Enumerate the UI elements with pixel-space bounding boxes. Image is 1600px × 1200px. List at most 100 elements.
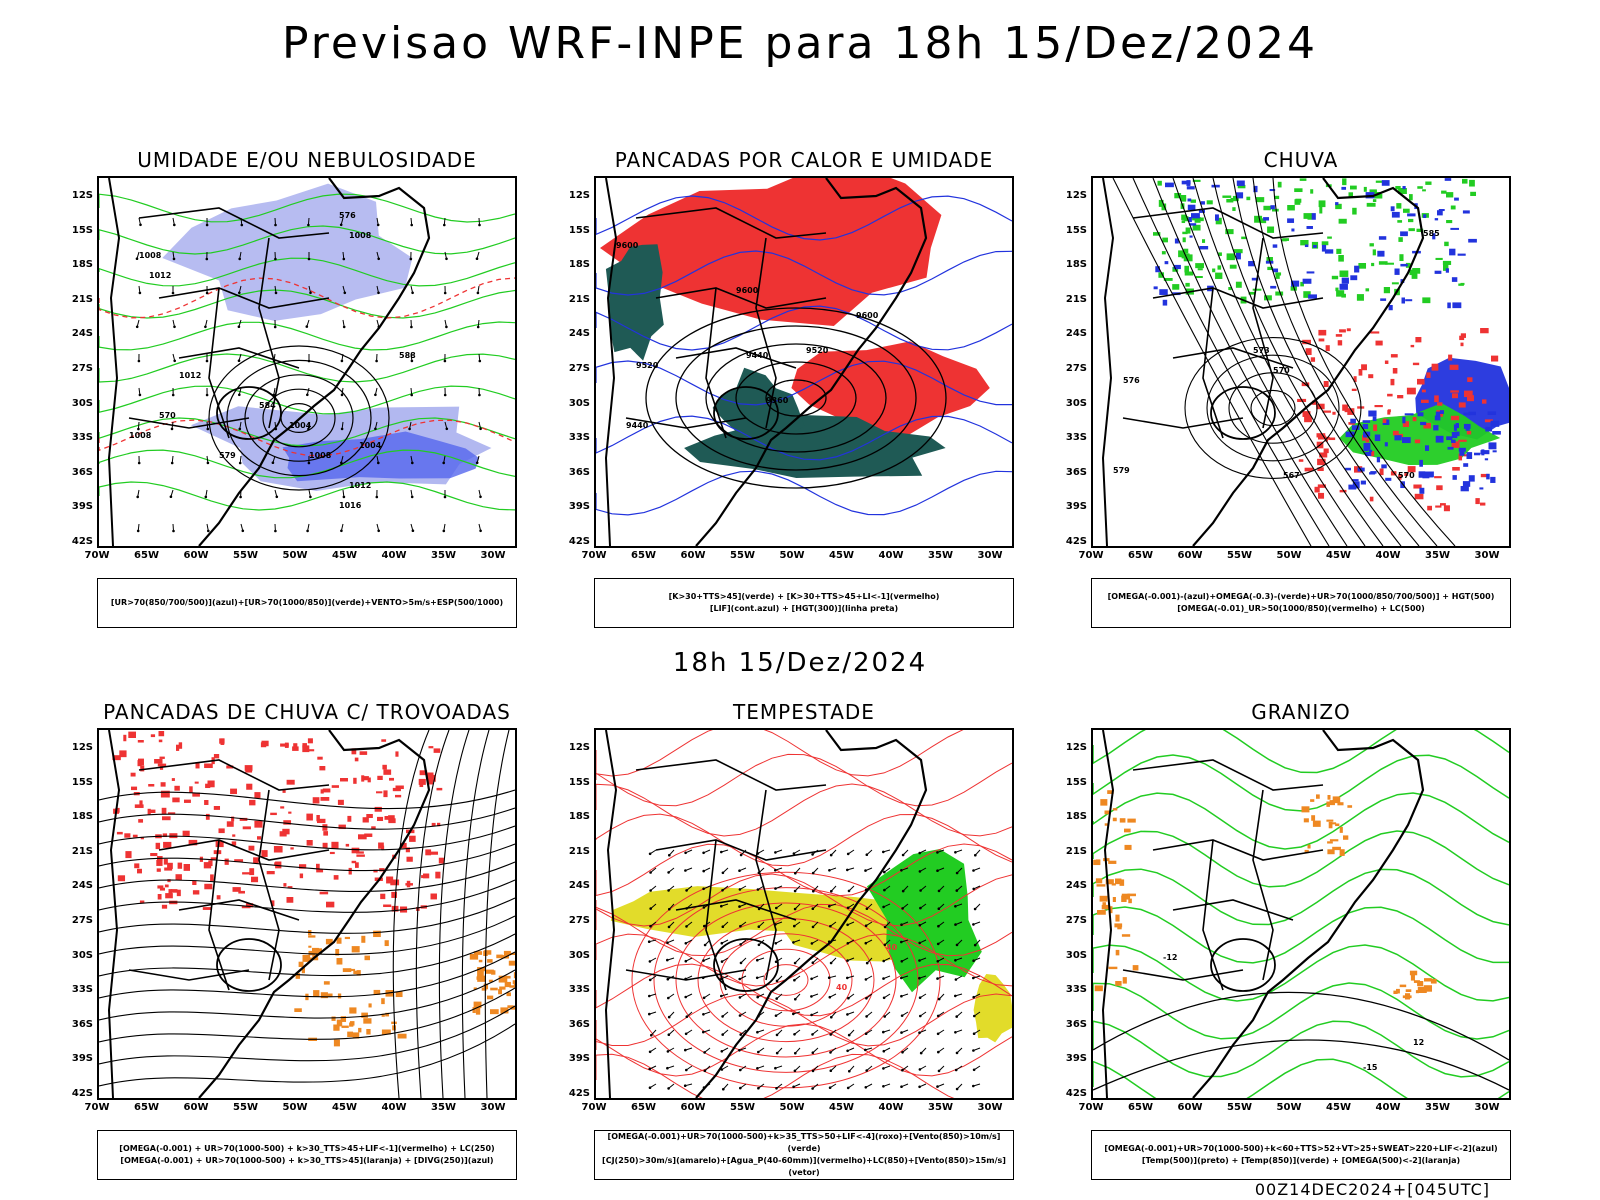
wind850-vector [919, 1051, 923, 1055]
omega-strong [1254, 215, 1263, 223]
wind850-vector [703, 1051, 706, 1054]
omega-weak [1388, 305, 1393, 311]
lon-tick-label: 55W [233, 1102, 258, 1113]
omega-rh-area [1443, 505, 1450, 512]
omega-weak [1435, 435, 1444, 443]
omega-strong [1371, 262, 1375, 267]
omega-strong [1365, 288, 1370, 292]
omega-strong [1294, 188, 1303, 193]
shower-area [392, 1025, 396, 1031]
omega-strong [1417, 186, 1423, 189]
omega-strong [1405, 262, 1411, 268]
omega-weak [1173, 264, 1181, 270]
omega-rh-area [1318, 492, 1325, 499]
wind850-vector [882, 959, 885, 963]
omega-strong [1408, 228, 1415, 232]
instability-li-area [600, 178, 942, 326]
wind-vector [307, 461, 311, 465]
wind850-vector [830, 1015, 833, 1019]
omega500-area [1108, 966, 1118, 970]
thunderstorm-area [331, 785, 339, 788]
thunderstorm-area [171, 778, 175, 781]
wind850-vector [955, 943, 959, 947]
omega-weak [1381, 180, 1390, 186]
wind850-vector [739, 1086, 742, 1090]
wind850-vector [918, 941, 921, 945]
omega-rh-area [1318, 338, 1325, 342]
omega-weak [1438, 209, 1445, 212]
thunderstorm-area [302, 743, 307, 748]
wind850-vector [900, 940, 903, 944]
thunderstorm-area [348, 867, 352, 875]
omega-strong [1222, 195, 1232, 198]
omega-weak [1188, 217, 1192, 223]
wind850-vector [702, 851, 705, 855]
omega-strong [1153, 232, 1161, 236]
omega-rh-area [1426, 372, 1431, 378]
map-umidade: 1008 1008 1012 1012 1004 1004 1008 1008 1016 1012… [97, 176, 517, 548]
contour-label: 12 [1413, 1038, 1424, 1047]
lat-tick-label: 42S [568, 1088, 590, 1099]
lc850-contour [675, 902, 897, 1058]
omega-strong [1180, 195, 1187, 202]
wind-vector [377, 461, 380, 465]
omega-rh-area [1414, 439, 1421, 444]
omega500-area [1114, 923, 1123, 928]
water-vapor-contour [596, 730, 964, 777]
lon-tick-label: 45W [1326, 1102, 1351, 1113]
wind850-vector [775, 1051, 779, 1055]
lat-tick-label: 30S [71, 397, 93, 409]
thunderstorm-area [373, 869, 378, 873]
contour-label: 9600 [616, 241, 639, 250]
thunderstorm-area [226, 765, 234, 769]
thunderstorm-area [345, 843, 350, 847]
omega500-area [1104, 823, 1109, 826]
thunderstorm-area [280, 806, 285, 809]
omega-rh-area [1436, 485, 1443, 491]
omega-weak [1402, 416, 1406, 424]
streamline-250hpa [99, 789, 515, 810]
omega500-area [1417, 981, 1424, 987]
lat-tick-label: 30S [71, 949, 93, 961]
contour-label: 9360 [766, 396, 789, 405]
omega-strong [1158, 199, 1164, 207]
contour-label: 576 [1123, 376, 1140, 385]
lon-axis: 70W 65W 60W 55W 50W 45W 40W 35W 30W [85, 550, 517, 564]
omega-rh-area [1375, 340, 1383, 346]
omega-rh-area [1404, 473, 1409, 476]
omega500-area [1312, 820, 1321, 827]
lat-tick-label: 18S [1065, 811, 1087, 823]
wind850-vector [901, 1068, 904, 1072]
wind-vector [475, 257, 479, 260]
omega-rh-area [1412, 417, 1417, 422]
omega-strong [1352, 207, 1357, 215]
shower-area [381, 998, 385, 1005]
omega-strong [1348, 192, 1354, 197]
lat-tick-label: 30S [1065, 949, 1087, 961]
contour-label: 40 [886, 943, 898, 952]
contour-label: -15 [1363, 1063, 1378, 1072]
omega-rh-area [1302, 411, 1311, 417]
omega-weak [1385, 477, 1392, 481]
wind850-vector [900, 1014, 904, 1017]
wind850-vector [666, 977, 670, 981]
thunderstorm-area [374, 806, 382, 812]
lat-tick-label: 33S [568, 984, 590, 996]
wind850-vector [702, 906, 706, 909]
thunderstorm-area [384, 816, 389, 820]
temp850-contour [1093, 982, 1509, 1040]
wind850-vector [648, 1012, 651, 1016]
lon-tick-label: 30W [1474, 1102, 1500, 1113]
omega-weak [1272, 268, 1279, 273]
omega-weak [1188, 223, 1197, 226]
lat-tick-label: 15S [568, 224, 590, 236]
temp850-contour [1093, 730, 1509, 774]
coastline [695, 730, 928, 1098]
omega-strong [1246, 196, 1251, 201]
wind850-vector [739, 1033, 742, 1036]
omega-rh-area [1431, 363, 1439, 371]
omega500-area [1331, 822, 1337, 825]
thunderstorm-area [158, 739, 163, 743]
panel-trovoadas: PANCADAS DE CHUVA C/ TROVOADAS 12S 15S 18S… [72, 700, 517, 1180]
wind850-vector [793, 1069, 797, 1073]
